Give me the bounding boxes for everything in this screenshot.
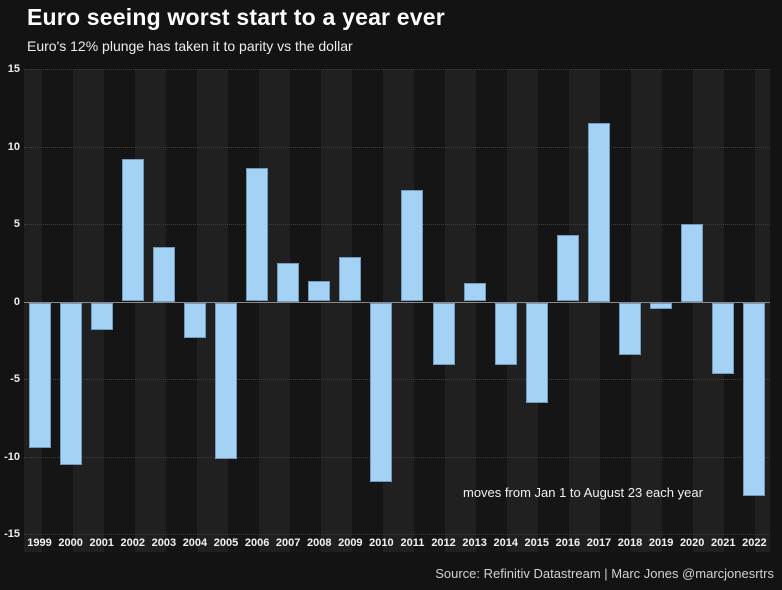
bar-2014 [494,302,517,365]
bar-column-2009 [335,69,366,534]
bar-column-2020 [677,69,708,534]
bar-2008 [308,281,331,302]
y-tick-label: 10 [7,140,20,153]
bar-column-2006 [242,69,273,534]
gridline [24,456,770,458]
x-tick-label-2022: 2022 [742,537,767,549]
x-tick-label-2011: 2011 [400,537,425,549]
source-credit: Source: Refinitiv Datastream | Marc Jone… [435,566,774,581]
bar-column-2016 [552,69,583,534]
gridline [24,534,770,535]
x-tick-label-2020: 2020 [679,537,705,549]
x-tick-label-2012: 2012 [431,537,456,549]
bar-2020 [681,224,704,302]
y-axis: 15 10 5 0 -5 -10 -15 [0,63,20,540]
x-tick-label-2007: 2007 [275,537,301,549]
x-tick-label-2006: 2006 [244,537,270,549]
x-tick-label-2003: 2003 [151,537,177,549]
bar-2004 [183,302,206,339]
y-tick-label: 5 [13,218,20,230]
bar-2002 [121,158,144,302]
bar-2003 [152,247,175,302]
bar-2011 [401,189,424,302]
bar-column-2015 [521,69,552,534]
x-tick-label-2018: 2018 [617,537,643,549]
x-tick-label-2004: 2004 [182,537,208,549]
bars-container [24,69,770,534]
bar-2001 [90,302,113,331]
x-tick-label-2008: 2008 [307,537,332,549]
y-tick-label: 15 [7,63,20,75]
bar-2016 [556,234,579,302]
gridline [24,224,770,225]
bar-column-2019 [646,69,677,534]
bar-column-2018 [614,69,645,534]
zero-axis-line [24,301,770,303]
y-tick-label: -15 [4,528,20,540]
bar-2019 [650,302,673,309]
x-tick-label-2013: 2013 [462,537,487,549]
gridline [24,379,770,380]
bar-column-2004 [179,69,210,534]
bar-2010 [370,302,393,483]
x-tick-label-2009: 2009 [338,537,363,549]
chart-annotation: moves from Jan 1 to August 23 each year [463,485,703,500]
gridline [24,69,770,70]
bar-column-2000 [55,69,86,534]
bar-2022 [743,302,766,497]
bar-column-2010 [366,69,397,534]
bar-column-2021 [708,69,739,534]
x-tick-label-2001: 2001 [89,537,114,549]
bar-column-2017 [583,69,614,534]
bar-column-2013 [459,69,490,534]
y-tick-label: -10 [4,450,20,463]
bar-column-2022 [739,69,770,534]
bar-2013 [463,282,486,302]
bar-column-2005 [210,69,241,534]
bar-column-2002 [117,69,148,534]
x-axis: 1999 2000 2001 2002 2003 2004 2005 2006 2007 2008… [24,534,770,552]
x-tick-label-2005: 2005 [213,537,239,549]
bar-column-2012 [428,69,459,534]
x-tick-label-2002: 2002 [120,537,146,549]
bar-2007 [277,262,300,302]
bar-1999 [28,302,51,449]
bar-2015 [525,302,548,404]
bar-column-2001 [86,69,117,534]
x-tick-label-2019: 2019 [648,537,674,549]
bar-chart: 1999 2000 2001 2002 2003 2004 2005 2006 2007 2008… [24,69,770,552]
bar-column-1999 [24,69,55,534]
bar-column-2011 [397,69,428,534]
y-tick-label: -5 [10,373,20,385]
bar-2006 [246,168,269,302]
bar-2018 [619,302,642,356]
plot-area [24,69,770,535]
bar-2009 [339,256,362,302]
chart-subtitle: Euro's 12% plunge has taken it to parity… [27,38,353,54]
bar-column-2014 [490,69,521,534]
bar-column-2008 [304,69,335,534]
bar-2021 [712,302,735,374]
bar-column-2007 [273,69,304,534]
gridline [24,146,770,148]
bar-2005 [215,302,237,460]
bar-2017 [587,123,610,302]
bar-2012 [432,302,455,365]
chart-title: Euro seeing worst start to a year ever [27,4,445,30]
x-tick-label-2017: 2017 [586,537,612,549]
bar-column-2003 [148,69,179,534]
bar-2000 [59,302,82,466]
x-tick-label-1999: 1999 [27,537,52,549]
y-tick-label: 0 [13,295,20,308]
x-tick-label-2000: 2000 [58,537,83,549]
x-tick-label-2014: 2014 [493,537,518,549]
x-tick-label-2016: 2016 [555,537,581,549]
x-tick-label-2021: 2021 [711,537,736,549]
x-tick-label-2015: 2015 [524,537,550,549]
x-tick-label-2010: 2010 [369,537,394,549]
